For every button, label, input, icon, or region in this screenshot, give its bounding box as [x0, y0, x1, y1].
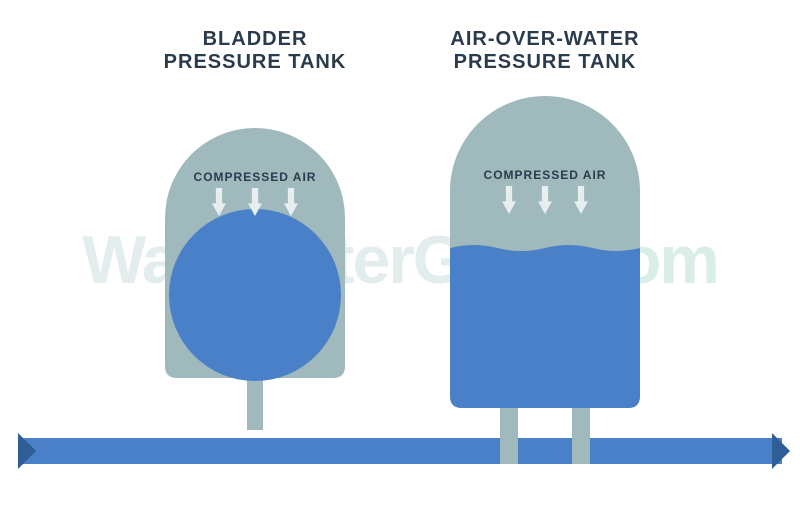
title-bladder-line1: BLADDER: [105, 28, 405, 51]
title-bladder-line2: PRESSURE TANK: [105, 51, 405, 74]
diagram-svg: [0, 0, 800, 520]
title-aow-line2: PRESSURE TANK: [395, 51, 695, 74]
label-compressed-air-left: COMPRESSED AIR: [105, 170, 405, 184]
title-air-over-water: AIR-OVER-WATER PRESSURE TANK: [395, 28, 695, 74]
title-bladder: BLADDER PRESSURE TANK: [105, 28, 405, 74]
title-aow-line1: AIR-OVER-WATER: [395, 28, 695, 51]
label-compressed-air-right: COMPRESSED AIR: [395, 168, 695, 182]
